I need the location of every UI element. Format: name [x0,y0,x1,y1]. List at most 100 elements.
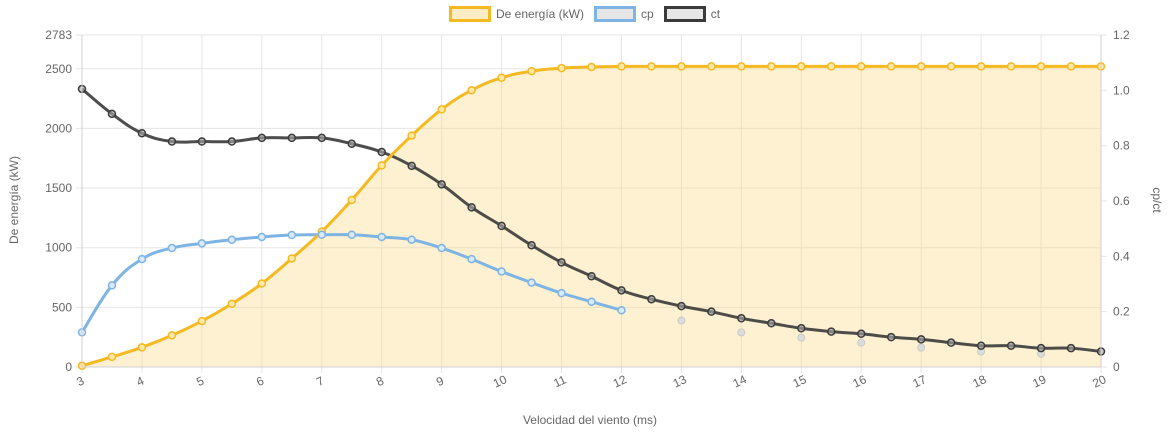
legend-item-energia[interactable]: De energía (kW) [448,6,584,22]
ct-point [827,327,836,336]
energia-point [497,73,506,82]
ct-point [1036,343,1046,353]
ct-point [647,294,656,304]
series-layer [77,62,1106,371]
y-left-tick-label: 2000 [45,121,72,135]
y-right-tick-label: 0.8 [1113,139,1130,153]
cp-point [197,239,207,248]
energia-point [707,62,716,71]
cp-point [287,230,297,240]
cp-extra-point [917,343,926,352]
cp-extra-point [737,328,746,337]
cp-point [317,230,327,240]
x-tick-label: 18 [970,372,988,390]
y-left-tick-label: 500 [52,300,72,314]
y-axis-left-label: De energía (kW) [7,156,21,244]
energia-point [886,62,896,71]
y-right-tick-label: 1.2 [1113,28,1130,42]
cp-extra-point [797,333,806,342]
energia-point [557,63,566,73]
legend-label-energia: De energía (kW) [495,7,584,21]
x-tick-label: 20 [1090,372,1108,390]
x-tick-label: 15 [791,372,809,390]
ct-point [767,319,776,328]
energia-point [916,62,926,71]
energia-point [617,62,626,71]
energia-point [797,62,806,71]
energia-point [167,331,177,340]
x-tick-label: 9 [434,373,446,389]
energia-point [647,62,656,71]
energia-area-fill [82,66,1101,368]
y-left-tick-label: 0 [65,360,72,374]
energia-point [407,131,416,140]
energia-point [976,62,986,71]
y-right-tick-label: 0.6 [1113,194,1130,208]
ct-point [167,137,177,146]
cp-point [527,278,536,287]
energia-point [347,195,356,205]
energia-point [227,299,237,309]
x-tick-label: 6 [254,373,266,389]
legend-item-cp[interactable]: cp [594,6,654,22]
cp-point [497,267,506,276]
ct-point [1006,341,1016,350]
y-right-tick-label: 0.4 [1113,249,1130,263]
ct-point [467,203,476,212]
energia-point [377,161,386,170]
ct-point [946,338,956,347]
y-left-tick-label: 1000 [45,241,72,255]
x-tick-label: 14 [731,372,749,390]
x-tick-label: 16 [851,372,869,390]
ct-point [557,258,566,267]
ct-point [1066,343,1076,353]
energia-point [677,62,686,71]
legend-item-ct[interactable]: ct [663,6,721,22]
x-tick-label: 3 [74,373,86,389]
x-tick-label: 11 [551,372,569,390]
cp-point [347,230,356,240]
energia-point [1006,62,1016,71]
energia-point [467,85,476,95]
axis-layer: 3 4 5 6 7 8 9 10 11 12 13 14 15 16 17 18 19 20 0 500 1000 150… [45,28,1130,391]
legend-label-ct: ct [710,7,721,21]
x-tick-label: 13 [671,372,689,390]
cp-point [437,243,446,253]
ct-point [527,241,536,250]
ct-point [617,286,626,295]
energia-point [946,62,956,71]
ct-point [886,332,896,342]
y-right-tick-label: 1.0 [1113,83,1130,97]
x-tick-label: 7 [314,373,326,389]
cp-point [107,281,117,290]
ct-point [407,161,416,171]
y-right-tick-label: 0.2 [1113,305,1130,319]
ct-point [257,133,267,143]
cp-point [407,235,416,244]
ct-point [107,109,117,119]
energia-point [737,62,746,71]
ct-point [197,137,207,146]
y-left-tick-label: 2783 [45,28,72,42]
legend-label-cp: cp [641,7,654,21]
x-tick-label: 8 [374,373,386,389]
cp-point [377,232,386,242]
energia-point [197,316,207,326]
x-tick-label: 12 [611,372,629,390]
energia-point [827,62,836,71]
ct-point [347,139,356,148]
energia-point [1066,62,1076,71]
ct-point [587,272,596,281]
ct-point [856,329,866,339]
energia-point [287,254,297,263]
ct-point [137,128,147,138]
energia-point [137,343,147,352]
ct-point [227,137,237,146]
y-left-tick-label: 2500 [45,62,72,76]
x-tick-label: 17 [910,372,928,390]
ct-point [287,133,297,143]
energia-point [527,66,536,76]
cp-point [257,232,267,242]
